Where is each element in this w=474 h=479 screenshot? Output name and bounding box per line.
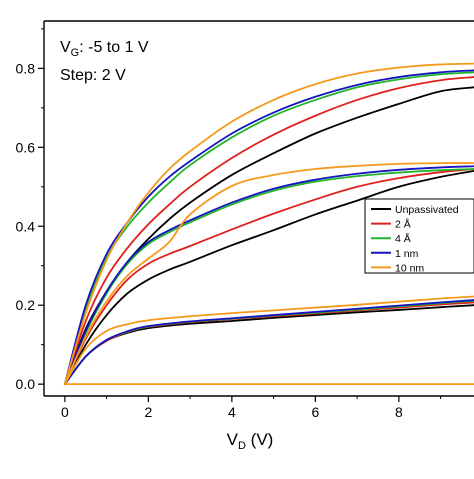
y-tick-label: 0.6: [16, 139, 36, 155]
y-tick-label: 0.0: [16, 376, 36, 392]
x-tick-label: 2: [144, 404, 152, 420]
legend-box: [364, 198, 474, 274]
series-line-1-nm-2: [63, 69, 474, 386]
annotation-step: Step: 2 V: [60, 67, 126, 84]
legend-label-4: 4 Å: [395, 232, 411, 245]
series-line-1-nm-1: [63, 165, 474, 386]
legend-label-1-nm: 1 nm: [395, 248, 419, 260]
series-line-4-1: [63, 168, 474, 386]
axes: 0 2 4 6 8 0.0 0.2 0.4 0.6 0.8: [16, 20, 474, 420]
x-tick-label: 8: [395, 404, 403, 420]
series-line-10-nm-3: [63, 295, 474, 386]
y-tick-label: 0.8: [16, 60, 36, 76]
x-tick-label: 6: [311, 404, 319, 420]
data-curves: [63, 62, 474, 386]
annotation-vg-main: V: [60, 39, 71, 56]
series-line-unpassivated-1: [63, 170, 474, 386]
y-tick-label: 0.2: [16, 297, 36, 313]
legend-label-10-nm: 10 nm: [395, 262, 424, 274]
series-line-10-nm-2: [63, 62, 474, 386]
series-line-2-1: [63, 168, 474, 386]
x-axis-title-main: V: [227, 430, 239, 449]
series-line-4-3: [63, 299, 474, 386]
annotation-vg-sub: G: [71, 47, 80, 59]
legend: Unpassivated 2 Å4 Å 1 nm 10 nm: [364, 198, 474, 274]
x-axis-title-unit: (V): [246, 430, 273, 449]
x-axis-title-sub: D: [238, 440, 246, 452]
series-line-1-nm-3: [63, 299, 474, 386]
x-tick-label: 4: [228, 404, 236, 420]
series-line-2-2: [63, 76, 474, 386]
legend-label-unpassivated: Unpassivated: [395, 204, 459, 216]
series-line-10-nm-1: [63, 162, 474, 386]
x-tick-label: 0: [61, 404, 69, 420]
x-axis-title: VD (V): [227, 430, 274, 452]
legend-label-2: 2 Å: [395, 218, 411, 231]
annotation-vg-rest: : -5 to 1 V: [79, 39, 149, 56]
annotation-vg-range: VG: -5 to 1 V: [60, 39, 149, 59]
y-tick-label: 0.4: [16, 218, 36, 234]
